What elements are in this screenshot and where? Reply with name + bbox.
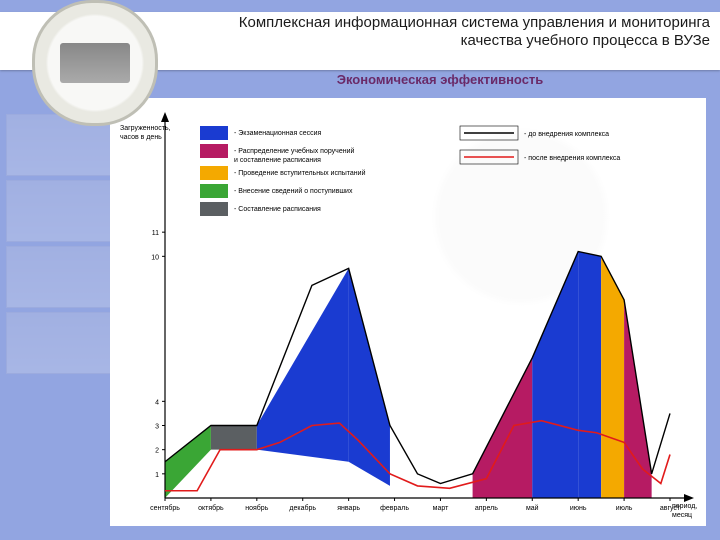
title-line-2: качества учебного процесса в ВУЗе <box>170 32 710 50</box>
title-line-1: Комплексная информационная система управ… <box>170 14 710 32</box>
x-tick-label: май <box>526 504 539 512</box>
x-tick-label: июль <box>616 505 633 512</box>
area-segment <box>165 426 211 499</box>
y-tick-label: 1 <box>155 472 159 479</box>
y-tick-label: 3 <box>155 424 159 431</box>
y-axis-label: Загруженность, <box>120 125 171 132</box>
y-axis-arrow <box>161 112 169 122</box>
legend-label: - Составление расписания <box>234 206 321 213</box>
x-tick-label: февраль <box>380 505 409 512</box>
y-tick-label: 4 <box>155 399 159 406</box>
x-tick-label: декабрь <box>289 504 316 512</box>
legend-label: - Экзаменационная сессия <box>234 130 321 137</box>
x-tick-label: сентябрь <box>150 504 180 512</box>
x-tick-label: август <box>660 505 681 512</box>
legend-label: - до внедрения комплекса <box>524 131 609 138</box>
legend-label: - Внесение сведений о поступивших <box>234 187 353 195</box>
workload-chart: 12341011Загруженность,часов в деньпериод… <box>110 98 706 526</box>
x-tick-label: апрель <box>475 505 498 512</box>
x-tick-label: октябрь <box>198 504 224 512</box>
chart-container: 12341011Загруженность,часов в деньпериод… <box>110 98 706 526</box>
legend-label: - Распределение учебных поручений <box>234 147 354 155</box>
area-segment <box>532 252 578 499</box>
area-segment <box>578 252 601 499</box>
x-axis-arrow <box>684 494 694 502</box>
y-tick-label: 2 <box>155 448 159 455</box>
y-tick-label: 10 <box>151 254 159 261</box>
x-tick-label: март <box>433 505 449 512</box>
page-subtitle: Экономическая эффективность <box>170 72 710 87</box>
legend-label: - Проведение вступительных испытаний <box>234 169 366 177</box>
x-axis-label: месяц <box>672 512 692 519</box>
page-title: Комплексная информационная система управ… <box>170 14 710 49</box>
area-segment <box>211 426 257 450</box>
university-logo <box>32 0 158 126</box>
legend-swatch <box>200 126 228 140</box>
x-tick-label: ноябрь <box>245 504 268 512</box>
area-segment <box>257 268 349 461</box>
area-segment <box>473 358 533 498</box>
legend-label: и составление расписания <box>234 157 321 164</box>
legend-swatch <box>200 166 228 180</box>
legend-swatch <box>200 144 228 158</box>
legend-swatch <box>200 184 228 198</box>
legend-label: - после внедрения комплекса <box>524 155 620 162</box>
x-tick-label: июнь <box>570 505 587 512</box>
y-axis-label: часов в день <box>120 134 162 141</box>
y-tick-label: 11 <box>152 230 159 237</box>
legend-swatch <box>200 202 228 216</box>
x-tick-label: январь <box>337 505 360 512</box>
area-segment <box>349 268 390 485</box>
